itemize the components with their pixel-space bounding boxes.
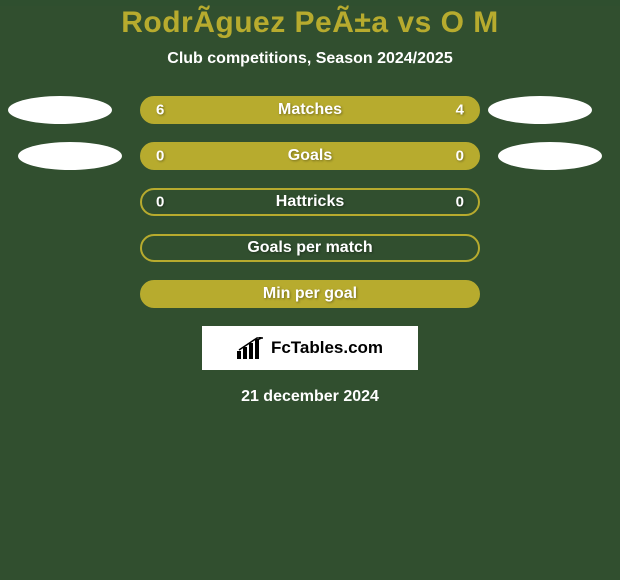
stat-bar: Matches 6 4 xyxy=(140,96,480,124)
stat-value-left: 0 xyxy=(156,194,164,211)
stat-row: Goals 0 0 xyxy=(0,142,620,170)
stat-label: Goals per match xyxy=(247,239,372,257)
brand-text: FcTables.com xyxy=(271,338,383,358)
stat-value-right: 0 xyxy=(456,148,464,165)
stat-label: Hattricks xyxy=(276,193,344,211)
side-ellipse-right xyxy=(488,96,592,124)
subtitle: Club competitions, Season 2024/2025 xyxy=(0,50,620,68)
stat-bar: Goals per match xyxy=(140,234,480,262)
stat-row: Matches 6 4 xyxy=(0,96,620,124)
stat-row: Hattricks 0 0 xyxy=(0,188,620,216)
stat-row: Min per goal xyxy=(0,280,620,308)
stat-value-left: 0 xyxy=(156,148,164,165)
stat-value-right: 0 xyxy=(456,194,464,211)
comparison-infographic: RodrÃ­guez PeÃ±a vs O M Club competition… xyxy=(0,6,620,580)
page-title: RodrÃ­guez PeÃ±a vs O M xyxy=(0,6,620,40)
side-ellipse-right xyxy=(498,142,602,170)
stat-value-right: 4 xyxy=(456,102,464,119)
date-line: 21 december 2024 xyxy=(0,388,620,406)
stat-label: Min per goal xyxy=(263,285,357,303)
side-ellipse-left xyxy=(8,96,112,124)
stat-rows: Matches 6 4 Goals 0 0 Hattricks 0 0 Goals per mat… xyxy=(0,96,620,308)
stat-bar: Goals 0 0 xyxy=(140,142,480,170)
stat-label: Matches xyxy=(278,101,342,119)
stat-bar: Hattricks 0 0 xyxy=(140,188,480,216)
brand-box: FcTables.com xyxy=(202,326,418,370)
stat-value-left: 6 xyxy=(156,102,164,119)
stat-row: Goals per match xyxy=(0,234,620,262)
stat-label: Goals xyxy=(288,147,332,165)
side-ellipse-left xyxy=(18,142,122,170)
stat-bar: Min per goal xyxy=(140,280,480,308)
brand-bars-icon xyxy=(237,337,265,359)
